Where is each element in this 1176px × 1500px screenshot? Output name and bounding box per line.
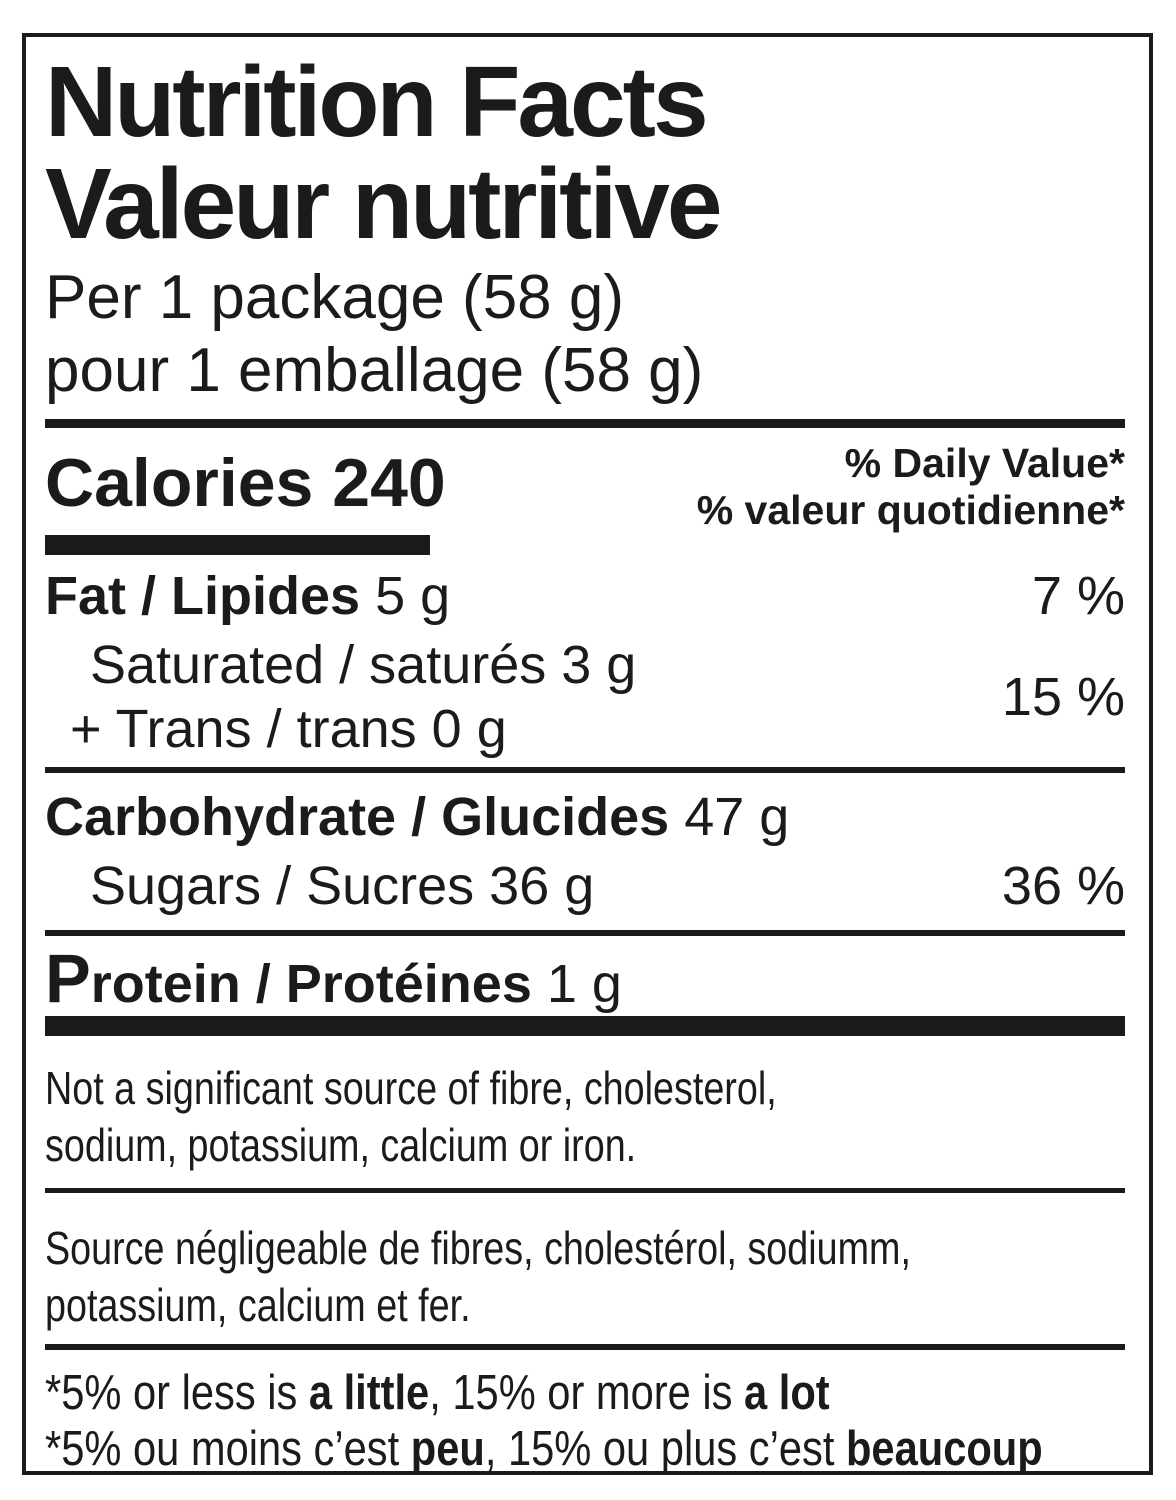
daily-value-header-en: % Daily Value* <box>844 440 1125 487</box>
protein-amount: 1 g <box>546 954 622 1015</box>
title-en: Nutrition Facts <box>45 46 709 158</box>
carbohydrate-section-divider <box>45 930 1125 937</box>
note-fr-line2: potassium, calcium et fer. <box>45 1279 471 1332</box>
fat-daily-value: 7 % <box>1031 565 1125 626</box>
footnote-en-text1: *5% or less is <box>45 1365 309 1420</box>
note-en-line1: Not a significant source of fibre, chole… <box>45 1061 777 1114</box>
calories-value: 240 <box>332 445 446 522</box>
nutrient-row-saturated: Saturated / saturés 3 g + Trans / trans … <box>45 633 1125 763</box>
nutrient-row-fat: Fat / Lipides 5 g 7 % <box>45 569 1125 623</box>
daily-value-header: % Daily Value* % valeur quotidienne* <box>697 440 1125 534</box>
saturated-line: Saturated / saturés 3 g <box>90 634 637 695</box>
protein-section-bar <box>45 1015 1125 1036</box>
daily-value-header-fr: % valeur quotidienne* <box>696 487 1125 534</box>
note-en-line2: sodium, potassium, calcium or iron. <box>45 1119 637 1172</box>
protein-name: Protein / Protéines <box>45 940 532 1018</box>
nutrition-facts-label: Nutrition Facts Valeur nutritive Per 1 p… <box>22 33 1153 1475</box>
note-fr-line1: Source négligeable de fibres, cholestéro… <box>45 1221 911 1274</box>
footnote-en: *5% or less is a little, 15% or more is … <box>45 1365 1125 1421</box>
footnote-fr: *5% ou moins c’est peu, 15% ou plus c’es… <box>45 1421 1125 1475</box>
title-fr: Valeur nutritive <box>45 148 722 260</box>
fat-cell: Fat / Lipides 5 g <box>45 569 450 623</box>
insignificant-source-note-fr: Source négligeable de fibres, cholestéro… <box>45 1220 1125 1335</box>
protein-cell: Protein / Protéines 1 g <box>45 945 622 1014</box>
sugars-cell: Sugars / Sucres 36 g <box>90 856 595 917</box>
header-divider <box>45 419 1125 429</box>
footnote-fr-text1: *5% ou moins c’est <box>45 1422 411 1475</box>
footnote-divider <box>45 1343 1125 1350</box>
calories: Calories 240 <box>45 444 446 522</box>
footnote-en-bold2: a lot <box>744 1365 830 1420</box>
carbohydrate-name: Carbohydrate / Glucides <box>45 787 670 848</box>
daily-value-footnotes: *5% or less is a little, 15% or more is … <box>45 1365 1125 1475</box>
footnote-en-text2: , 15% or more is <box>429 1365 745 1420</box>
notes-divider <box>45 1187 1125 1193</box>
insignificant-source-note-en: Not a significant source of fibre, chole… <box>45 1060 1125 1175</box>
fat-section-divider <box>45 767 1125 774</box>
fat-amount: 5 g <box>375 565 451 626</box>
calories-row: Calories 240 % Daily Value* % valeur quo… <box>45 440 1125 534</box>
saturated-daily-value: 15 % <box>1001 667 1125 728</box>
footnote-fr-bold2: beaucoup <box>845 1422 1043 1475</box>
fat-name: Fat / Lipides <box>45 565 361 626</box>
nutrient-row-carbohydrate: Carbohydrate / Glucides 47 g <box>45 790 1125 844</box>
carbohydrate-cell: Carbohydrate / Glucides 47 g <box>45 790 789 844</box>
calories-underline <box>45 534 430 555</box>
trans-line: + Trans / trans 0 g <box>70 699 507 760</box>
carbohydrate-amount: 47 g <box>684 787 790 848</box>
footnote-en-bold1: a little <box>308 1365 430 1420</box>
sugars-daily-value: 36 % <box>1001 856 1125 917</box>
footnote-fr-text2: , 15% ou plus c’est <box>484 1422 846 1475</box>
serving-size-en: Per 1 package (58 g) <box>45 263 625 332</box>
serving-size-fr: pour 1 emballage (58 g) <box>45 336 704 406</box>
nutrient-row-protein: Protein / Protéines 1 g <box>45 945 1125 1014</box>
footnote-fr-bold1: peu <box>410 1422 485 1475</box>
calories-label: Calories <box>45 445 314 522</box>
nutrient-row-sugars: Sugars / Sucres 36 g 36 % <box>45 859 1125 913</box>
saturated-cell: Saturated / saturés 3 g + Trans / trans … <box>45 633 636 763</box>
